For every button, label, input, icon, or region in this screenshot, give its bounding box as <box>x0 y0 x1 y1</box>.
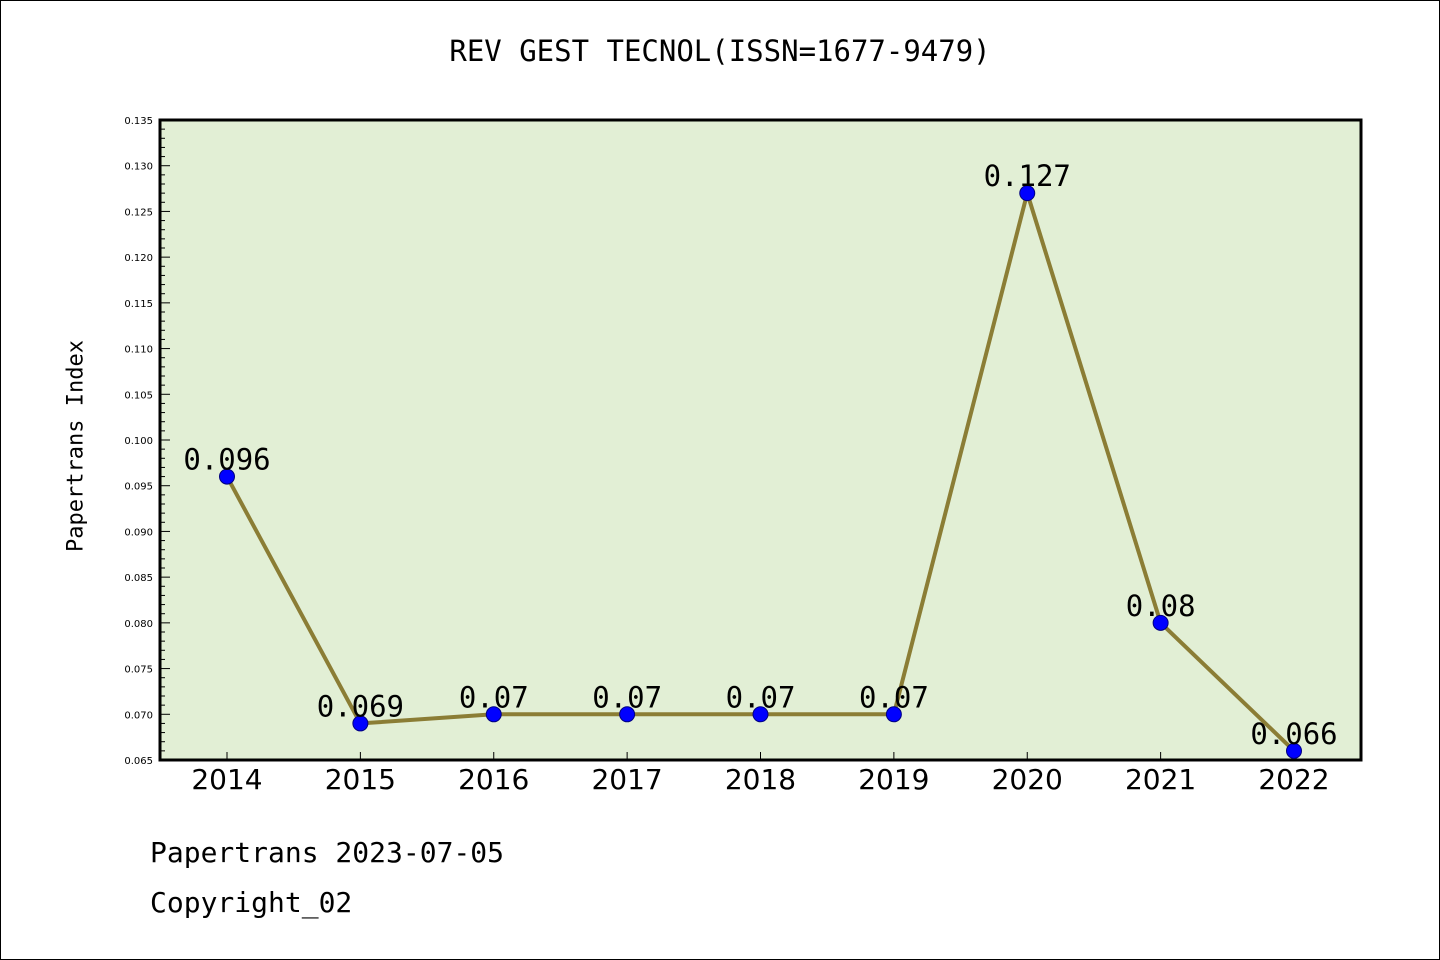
x-tick-label: 2016 <box>458 763 529 796</box>
x-tick-label: 2015 <box>325 763 396 796</box>
y-tick-label: 0.110 <box>124 345 153 356</box>
footer-date: Papertrans 2023-07-05 <box>150 836 505 869</box>
y-axis: 0.065 0.070 0.075 0.080 0.085 0.090 0.095 0.100… <box>124 116 170 767</box>
data-label: 0.07 <box>459 680 529 714</box>
y-tick-label: 0.125 <box>124 207 153 218</box>
x-tick-label: 2022 <box>1258 763 1329 796</box>
y-tick-label: 0.105 <box>124 390 153 401</box>
data-point <box>352 715 369 732</box>
plot-area <box>158 118 1363 762</box>
data-point <box>1019 185 1036 202</box>
data-label: 0.069 <box>317 689 404 723</box>
x-tick-label: 2019 <box>858 763 929 796</box>
y-tick-label: 0.130 <box>124 162 153 173</box>
marker-group <box>219 185 1302 759</box>
x-axis: 2014 2015 2016 2017 2018 2019 2020 2021 2022 <box>191 752 1330 796</box>
data-point <box>1152 614 1169 631</box>
data-point <box>885 706 902 723</box>
x-tick-label: 2021 <box>1125 763 1196 796</box>
y-tick-label: 0.090 <box>124 527 153 538</box>
chart-title: REV GEST TECNOL(ISSN=1677-9479) <box>449 34 991 68</box>
y-tick-label: 0.135 <box>124 116 153 127</box>
y-tick-label: 0.070 <box>124 710 153 721</box>
data-point <box>619 706 636 723</box>
data-label: 0.07 <box>592 680 662 714</box>
x-tick-label: 2017 <box>591 763 662 796</box>
x-tick-label: 2018 <box>725 763 796 796</box>
data-point <box>485 706 502 723</box>
x-tick-label: 2020 <box>992 763 1063 796</box>
data-label-group: 0.096 0.069 0.07 0.07 0.07 0.07 0.127 0.08 0.066 <box>183 159 1337 751</box>
data-point <box>752 706 769 723</box>
data-label: 0.07 <box>859 680 929 714</box>
y-tick-label: 0.080 <box>124 619 153 630</box>
y-tick-label: 0.075 <box>124 665 153 676</box>
x-tick-label: 2014 <box>191 763 262 796</box>
data-label: 0.096 <box>183 443 270 477</box>
data-label: 0.08 <box>1126 589 1196 623</box>
y-tick-label: 0.115 <box>124 299 153 310</box>
data-label: 0.07 <box>726 680 796 714</box>
data-label: 0.066 <box>1250 717 1337 751</box>
y-tick-label: 0.065 <box>124 756 153 767</box>
y-tick-label: 0.100 <box>124 436 153 447</box>
y-tick-label: 0.095 <box>124 482 153 493</box>
data-point <box>219 468 235 485</box>
footer-copyright: Copyright_02 <box>150 886 353 919</box>
y-tick-label: 0.085 <box>124 573 153 584</box>
data-point <box>1286 742 1302 759</box>
data-label: 0.127 <box>984 159 1071 193</box>
y-tick-label: 0.120 <box>124 253 153 264</box>
